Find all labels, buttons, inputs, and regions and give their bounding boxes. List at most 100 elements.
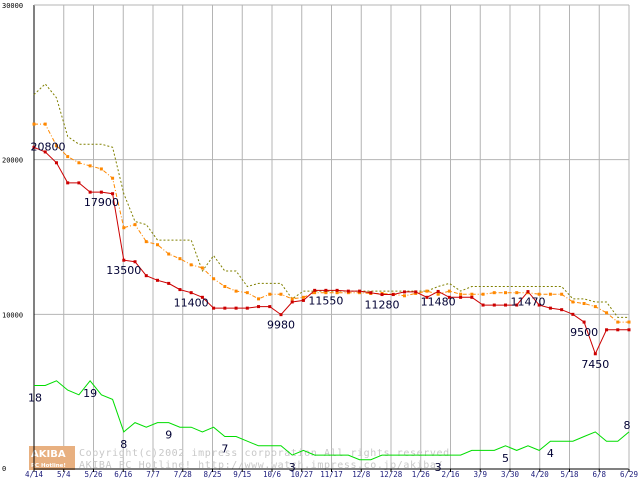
- min-price-label: 11470: [510, 296, 545, 309]
- x-tick-label: 12/8: [352, 470, 371, 479]
- y-tick-label: 20000: [2, 157, 23, 165]
- series-min-point: [43, 150, 47, 154]
- shop-count-label: 4: [547, 447, 554, 460]
- series-average-point: [447, 289, 451, 293]
- series-min-point: [212, 306, 216, 310]
- series-min-line: [33, 146, 629, 356]
- x-tick-label: 10/27: [290, 470, 313, 479]
- series-average-point: [537, 292, 541, 296]
- series-average-point: [223, 284, 227, 288]
- akiba-logo-subtext: PC Hotline!: [31, 463, 66, 469]
- y-tick-label: 0: [2, 465, 6, 473]
- series-average-point: [234, 289, 238, 293]
- series-average-point: [571, 300, 575, 304]
- series-average-point: [313, 291, 317, 295]
- shop-count-label: 8: [120, 438, 127, 451]
- x-tick-label: 6/16: [114, 470, 133, 479]
- series-min-point: [77, 181, 81, 185]
- series-average-point: [290, 297, 294, 301]
- min-price-label: 7450: [581, 358, 609, 371]
- series-max-line: [33, 83, 629, 318]
- series-min-point: [346, 289, 350, 293]
- min-price-label: 9500: [570, 326, 598, 339]
- series-min-point: [167, 281, 171, 285]
- series-average-point: [189, 263, 193, 267]
- series-average-point: [627, 320, 631, 324]
- series-average-point: [257, 297, 261, 301]
- x-tick-label: 6/29: [620, 470, 638, 479]
- series-shops-line: [34, 380, 630, 461]
- series-average-point: [178, 257, 182, 261]
- series-average-point: [582, 302, 586, 306]
- x-tick-label: 12/28: [380, 470, 403, 479]
- series-average-point: [492, 291, 496, 295]
- series-average-point: [436, 292, 440, 296]
- x-tick-label: 1/26: [412, 470, 431, 479]
- series-min-point: [290, 300, 294, 304]
- shop-count-label: 8: [624, 419, 631, 432]
- x-tick-label: 8/25: [203, 470, 221, 479]
- series-average-point: [515, 291, 519, 295]
- series-min-point: [504, 303, 508, 307]
- series-average-point: [111, 176, 115, 180]
- series-average-point: [43, 122, 47, 126]
- series-average-point: [212, 277, 216, 281]
- series-min-point: [582, 320, 586, 324]
- series-min-point: [301, 298, 305, 302]
- series-min-point: [605, 328, 609, 332]
- watermark: AKIBA PC Hotline! Copyright(c)2002 impre…: [29, 446, 449, 471]
- series-min-point: [492, 303, 496, 307]
- series-average-point: [593, 305, 597, 309]
- series-min-point: [593, 352, 597, 356]
- series-min-point: [245, 306, 249, 310]
- series-min-point: [481, 303, 485, 307]
- min-price-label: 17900: [84, 196, 119, 209]
- series-min-point: [447, 295, 451, 299]
- x-tick-label: 4/20: [531, 470, 550, 479]
- series-min-point: [99, 190, 103, 194]
- series-min-point: [178, 288, 182, 292]
- min-price-label: 11280: [365, 299, 400, 312]
- series-average-point: [155, 243, 159, 247]
- series-average-point: [470, 292, 474, 296]
- series-min-point: [402, 290, 406, 294]
- series-min-point: [111, 192, 115, 196]
- series-average-point: [560, 292, 564, 296]
- series-min-point: [54, 161, 58, 165]
- series-average-point: [335, 291, 339, 295]
- series-min-point: [324, 288, 328, 292]
- series-average-line: [34, 123, 629, 323]
- series-min-point: [380, 293, 384, 297]
- x-axis-tick-labels: 4/14 5/4 5/26 6/16 7/7 7/28 8/25 9/15 10/6 10/27 1…: [25, 470, 638, 479]
- series-min-point: [335, 288, 339, 292]
- series-min-point: [200, 295, 204, 299]
- series-min-point: [358, 289, 362, 293]
- series-min-point: [122, 258, 126, 262]
- series-average-point: [77, 161, 81, 165]
- series-min-point: [234, 306, 238, 310]
- series-average-point: [268, 292, 272, 296]
- x-tick-label: 3/30: [501, 470, 520, 479]
- series-average-point: [99, 167, 103, 171]
- x-tick-label: 11/17: [320, 470, 343, 479]
- shop-count-label: 18: [28, 391, 42, 404]
- series-average-point: [301, 295, 305, 299]
- series-min-point: [414, 290, 418, 294]
- series-min-point: [66, 181, 70, 185]
- series-min-point: [257, 305, 261, 309]
- series-average-point: [88, 164, 92, 168]
- grid-lines: [34, 4, 630, 469]
- series-min-point: [155, 278, 159, 282]
- min-price-label: 13500: [106, 264, 141, 277]
- series-min-point: [369, 291, 373, 295]
- min-price-label: 11400: [174, 297, 209, 310]
- akiba-logo: [29, 446, 75, 470]
- series-average-point: [66, 155, 70, 159]
- y-axis-tick-labels: 0 10000 20000 30000: [2, 2, 23, 473]
- series-min-point: [537, 303, 541, 307]
- min-price-label: 11480: [421, 295, 456, 308]
- akiba-logo-text: AKIBA: [31, 449, 66, 460]
- x-tick-label: 5/4: [57, 470, 71, 479]
- series-min-point: [144, 274, 148, 278]
- series-average-point: [122, 226, 126, 230]
